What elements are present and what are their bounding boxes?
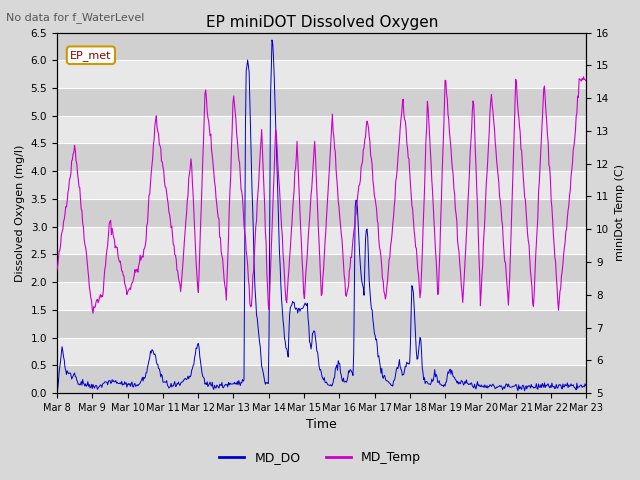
Line: MD_DO: MD_DO [57,40,586,393]
MD_DO [402,364,410,370]
MD_Temp [582,77,590,83]
MD_DO [171,379,179,384]
MD_DO [582,383,590,388]
Y-axis label: miniDot Temp (C): miniDot Temp (C) [615,164,625,261]
Text: No data for f_WaterLevel: No data for f_WaterLevel [6,12,145,23]
Line: MD_Temp: MD_Temp [57,77,586,313]
Y-axis label: Dissolved Oxygen (mg/l): Dissolved Oxygen (mg/l) [15,144,25,282]
MD_DO [387,381,394,387]
Bar [57,310,586,337]
MD_DO [53,390,61,396]
MD_Temp [172,252,179,258]
MD_Temp [63,204,70,210]
MD_Temp [402,126,410,132]
MD_DO [199,373,207,379]
Bar [57,33,586,60]
MD_DO [63,372,70,377]
MD_Temp [580,74,588,80]
MD_DO [117,381,125,387]
MD_DO [268,37,276,43]
X-axis label: Time: Time [307,419,337,432]
MD_Temp [387,243,394,249]
Bar [57,365,586,393]
MD_Temp [89,311,97,316]
Bar [57,88,586,116]
Title: EP miniDOT Dissolved Oxygen: EP miniDOT Dissolved Oxygen [205,15,438,30]
Bar [57,254,586,282]
Bar [57,199,586,227]
Text: EP_met: EP_met [70,50,111,60]
MD_Temp [200,139,207,145]
Legend: MD_DO, MD_Temp: MD_DO, MD_Temp [214,446,426,469]
Bar [57,144,586,171]
MD_Temp [118,268,125,274]
MD_Temp [53,267,61,273]
